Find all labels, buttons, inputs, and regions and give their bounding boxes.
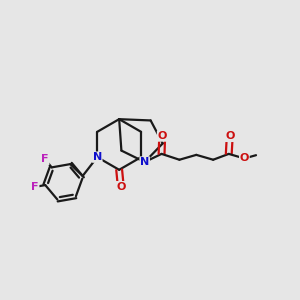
Text: O: O xyxy=(116,182,125,192)
Text: O: O xyxy=(158,131,167,141)
Text: N: N xyxy=(93,152,102,162)
Text: O: O xyxy=(240,153,249,164)
Text: O: O xyxy=(225,131,234,141)
Text: F: F xyxy=(31,182,39,192)
Text: F: F xyxy=(41,154,49,164)
Text: N: N xyxy=(140,157,149,167)
